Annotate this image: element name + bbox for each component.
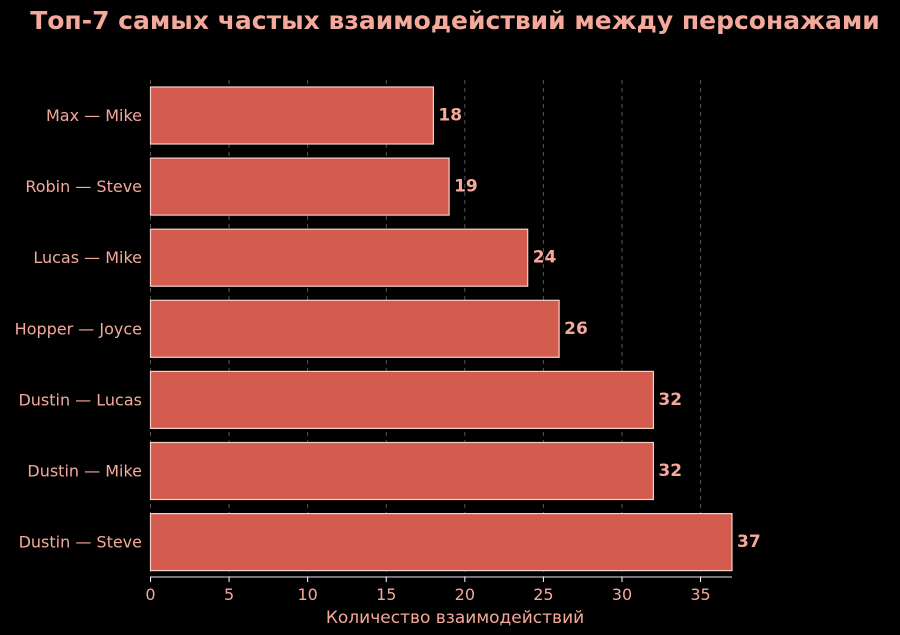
bar-4	[149, 299, 560, 358]
y-tick-labels: Max — Mike Robin — Steve Lucas — Mike Hoppe…	[15, 106, 142, 552]
y-tick-label: Max — Mike	[46, 106, 142, 125]
x-axis-label: Количество взаимодействий	[326, 608, 584, 628]
x-tick-label: 15	[376, 585, 396, 604]
bar-1	[149, 86, 434, 145]
x-tick-label: 35	[690, 585, 710, 604]
bar-7	[149, 512, 733, 572]
y-tick-label: Hopper — Joyce	[15, 319, 142, 338]
y-tick-label: Robin — Steve	[25, 177, 142, 196]
value-label: 32	[658, 390, 682, 410]
x-tick-label: 20	[455, 585, 475, 604]
y-tick-label: Dustin — Steve	[19, 533, 142, 552]
y-tick-label: Lucas — Mike	[33, 248, 142, 267]
value-label: 37	[737, 532, 761, 552]
value-labels: 18 19 24 26 32 32 37	[438, 106, 760, 553]
x-tick-label: 5	[224, 585, 234, 604]
x-tick-label: 0	[145, 585, 155, 604]
bar-5	[149, 370, 655, 429]
value-label: 32	[658, 461, 682, 481]
bar-2	[149, 157, 450, 216]
bars	[149, 86, 733, 572]
y-tick-label: Dustin — Lucas	[18, 390, 142, 409]
x-tick-label: 25	[533, 585, 553, 604]
value-label: 18	[438, 106, 462, 126]
x-axis: 0 5 10 15 20 25 30 35	[145, 576, 732, 604]
value-label: 24	[533, 248, 557, 268]
x-tick-label: 30	[612, 585, 632, 604]
chart-title: Топ-7 самых частых взаимодействий между …	[30, 6, 880, 35]
value-label: 19	[454, 177, 478, 197]
bar-6	[149, 441, 655, 501]
value-label: 26	[564, 319, 588, 339]
y-tick-label: Dustin — Mike	[27, 462, 142, 481]
x-tick-label: 10	[297, 585, 317, 604]
bar-3	[149, 228, 529, 287]
